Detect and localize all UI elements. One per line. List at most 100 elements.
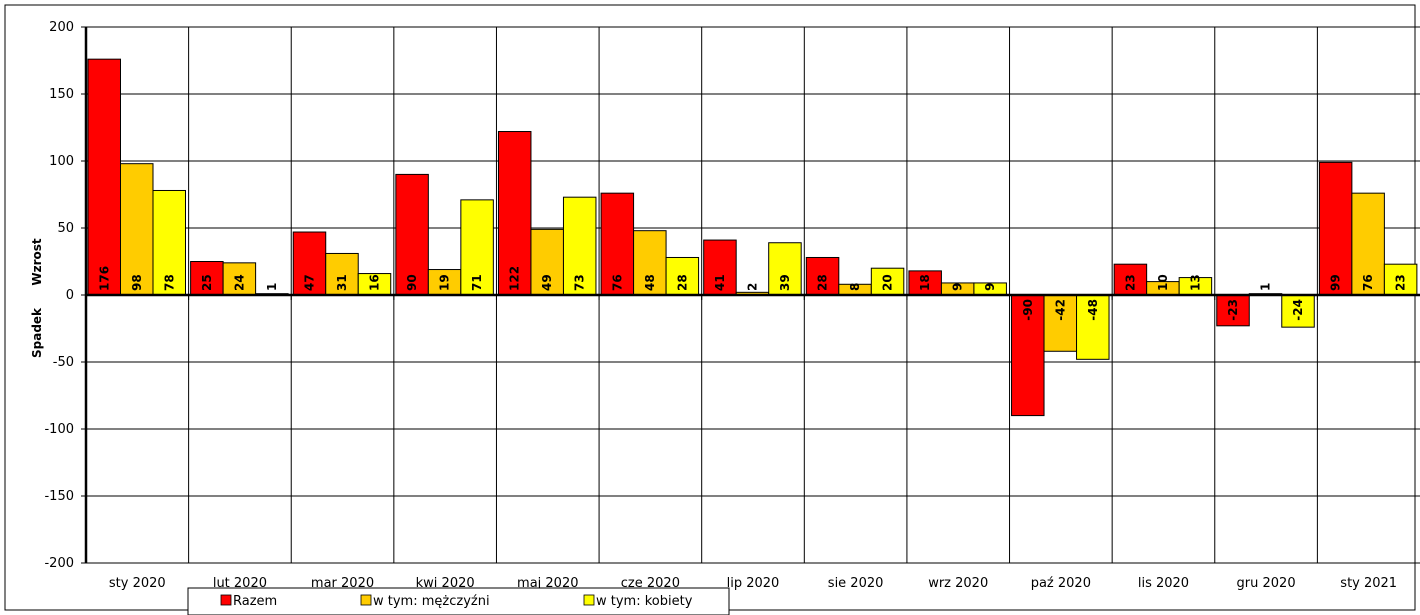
legend-label-men: w tym: mężczyźni bbox=[373, 594, 490, 609]
data-label: 71 bbox=[470, 274, 484, 291]
chart-border bbox=[4, 4, 1416, 611]
bar bbox=[120, 163, 154, 296]
x-tick-label: kwi 2020 bbox=[416, 576, 475, 591]
data-label: 23 bbox=[1394, 274, 1408, 291]
x-tick-label: mar 2020 bbox=[311, 576, 374, 591]
data-labels: 176 98 78 25 24 1 47 31 16 90 19 71 122 49 73 76 48 28 41 2… bbox=[97, 266, 1407, 321]
bar bbox=[1351, 192, 1385, 296]
y-tick-label: 100 bbox=[49, 154, 74, 169]
bar bbox=[530, 228, 564, 296]
bar bbox=[665, 256, 700, 296]
y-tick-labels: 200 150 100 50 0 -50 -100 -150 -200 bbox=[44, 20, 74, 571]
legend-swatch-men bbox=[360, 594, 372, 606]
x-tick-label: cze 2020 bbox=[621, 576, 680, 591]
bar bbox=[600, 192, 635, 296]
data-label: -42 bbox=[1053, 299, 1067, 321]
y-tick-label: -100 bbox=[44, 422, 74, 437]
x-tick-label: maj 2020 bbox=[517, 576, 578, 591]
bar bbox=[460, 199, 494, 296]
y-tick-label: -50 bbox=[53, 355, 74, 370]
data-label: 28 bbox=[816, 274, 830, 291]
bar bbox=[768, 242, 802, 296]
legend-label-razem: Razem bbox=[233, 594, 277, 609]
bar bbox=[703, 239, 737, 296]
data-label: 19 bbox=[438, 274, 452, 291]
y-axis-title-bottom: Spadek bbox=[30, 307, 44, 358]
bar bbox=[152, 189, 186, 296]
data-label: 47 bbox=[302, 274, 316, 291]
x-tick-labels: sty 2020 lut 2020 mar 2020 kwi 2020 maj 2020… bbox=[109, 576, 1397, 591]
data-label: 25 bbox=[200, 274, 214, 291]
data-label: 122 bbox=[508, 266, 522, 291]
x-tick-label: wrz 2020 bbox=[928, 576, 988, 591]
legend: Razem w tym: mężczyźni w tym: kobiety bbox=[187, 587, 730, 615]
data-label: 18 bbox=[918, 274, 932, 291]
data-label: 48 bbox=[643, 274, 657, 291]
x-tick-label: paź 2020 bbox=[1031, 576, 1091, 591]
y-tick-label: 0 bbox=[66, 288, 74, 303]
data-label: 24 bbox=[232, 274, 246, 291]
data-label: -90 bbox=[1021, 299, 1035, 321]
data-label: 8 bbox=[848, 283, 862, 291]
legend-label-women: w tym: kobiety bbox=[596, 594, 693, 609]
data-label: 1 bbox=[1259, 283, 1273, 291]
data-label: 73 bbox=[573, 274, 587, 291]
data-label: -23 bbox=[1226, 299, 1240, 321]
bar bbox=[1076, 294, 1110, 360]
bar bbox=[87, 58, 121, 296]
data-label: 49 bbox=[540, 274, 554, 291]
bar bbox=[427, 269, 462, 296]
bar bbox=[908, 270, 942, 296]
bar bbox=[1011, 294, 1045, 417]
data-label: 90 bbox=[405, 274, 419, 291]
data-label: 16 bbox=[367, 274, 381, 291]
y-tick-label: -200 bbox=[44, 556, 74, 571]
legend-box bbox=[187, 587, 730, 615]
data-label: 99 bbox=[1329, 274, 1343, 291]
x-tick-label: lis 2020 bbox=[1138, 576, 1189, 591]
data-label: 41 bbox=[713, 274, 727, 291]
y-axis-title-top: Wzrost bbox=[30, 238, 44, 286]
data-label: 98 bbox=[130, 274, 144, 291]
y-tick-label: -150 bbox=[44, 489, 74, 504]
data-label: 2 bbox=[745, 283, 759, 291]
data-label: 76 bbox=[610, 274, 624, 291]
data-label: 10 bbox=[1156, 274, 1170, 291]
legend-swatch-razem bbox=[220, 594, 232, 606]
bar bbox=[1043, 294, 1078, 352]
data-label: 78 bbox=[162, 274, 176, 291]
axes bbox=[81, 26, 1420, 564]
data-label: 9 bbox=[983, 283, 997, 291]
data-label: 13 bbox=[1188, 274, 1202, 291]
data-label: -48 bbox=[1086, 299, 1100, 321]
bar bbox=[325, 252, 359, 296]
y-tick-label: 200 bbox=[49, 20, 74, 35]
bar bbox=[222, 262, 257, 296]
data-label: 23 bbox=[1123, 274, 1137, 291]
data-label: 20 bbox=[881, 274, 895, 291]
x-tick-label: sie 2020 bbox=[828, 576, 884, 591]
x-tick-label: lip 2020 bbox=[727, 576, 780, 591]
bar bbox=[1216, 294, 1250, 327]
x-tick-label: lut 2020 bbox=[213, 576, 267, 591]
bar bbox=[870, 267, 905, 296]
y-tick-label: 150 bbox=[49, 87, 74, 102]
data-label: 31 bbox=[335, 274, 349, 291]
data-label: 1 bbox=[265, 283, 279, 291]
bar bbox=[1383, 263, 1418, 296]
data-label: 28 bbox=[675, 274, 689, 291]
data-label: 39 bbox=[778, 274, 792, 291]
x-tick-label: sty 2021 bbox=[1340, 576, 1397, 591]
x-tick-label: gru 2020 bbox=[1237, 576, 1296, 591]
bar bbox=[395, 173, 429, 296]
bar bbox=[562, 196, 597, 296]
bar bbox=[497, 131, 532, 296]
legend-swatch-women bbox=[583, 594, 595, 606]
data-label: 76 bbox=[1361, 274, 1375, 291]
bar bbox=[1318, 161, 1353, 296]
x-tick-label: sty 2020 bbox=[109, 576, 166, 591]
y-tick-label: 50 bbox=[57, 221, 74, 236]
bars bbox=[87, 58, 1418, 417]
data-label: 9 bbox=[951, 283, 965, 291]
